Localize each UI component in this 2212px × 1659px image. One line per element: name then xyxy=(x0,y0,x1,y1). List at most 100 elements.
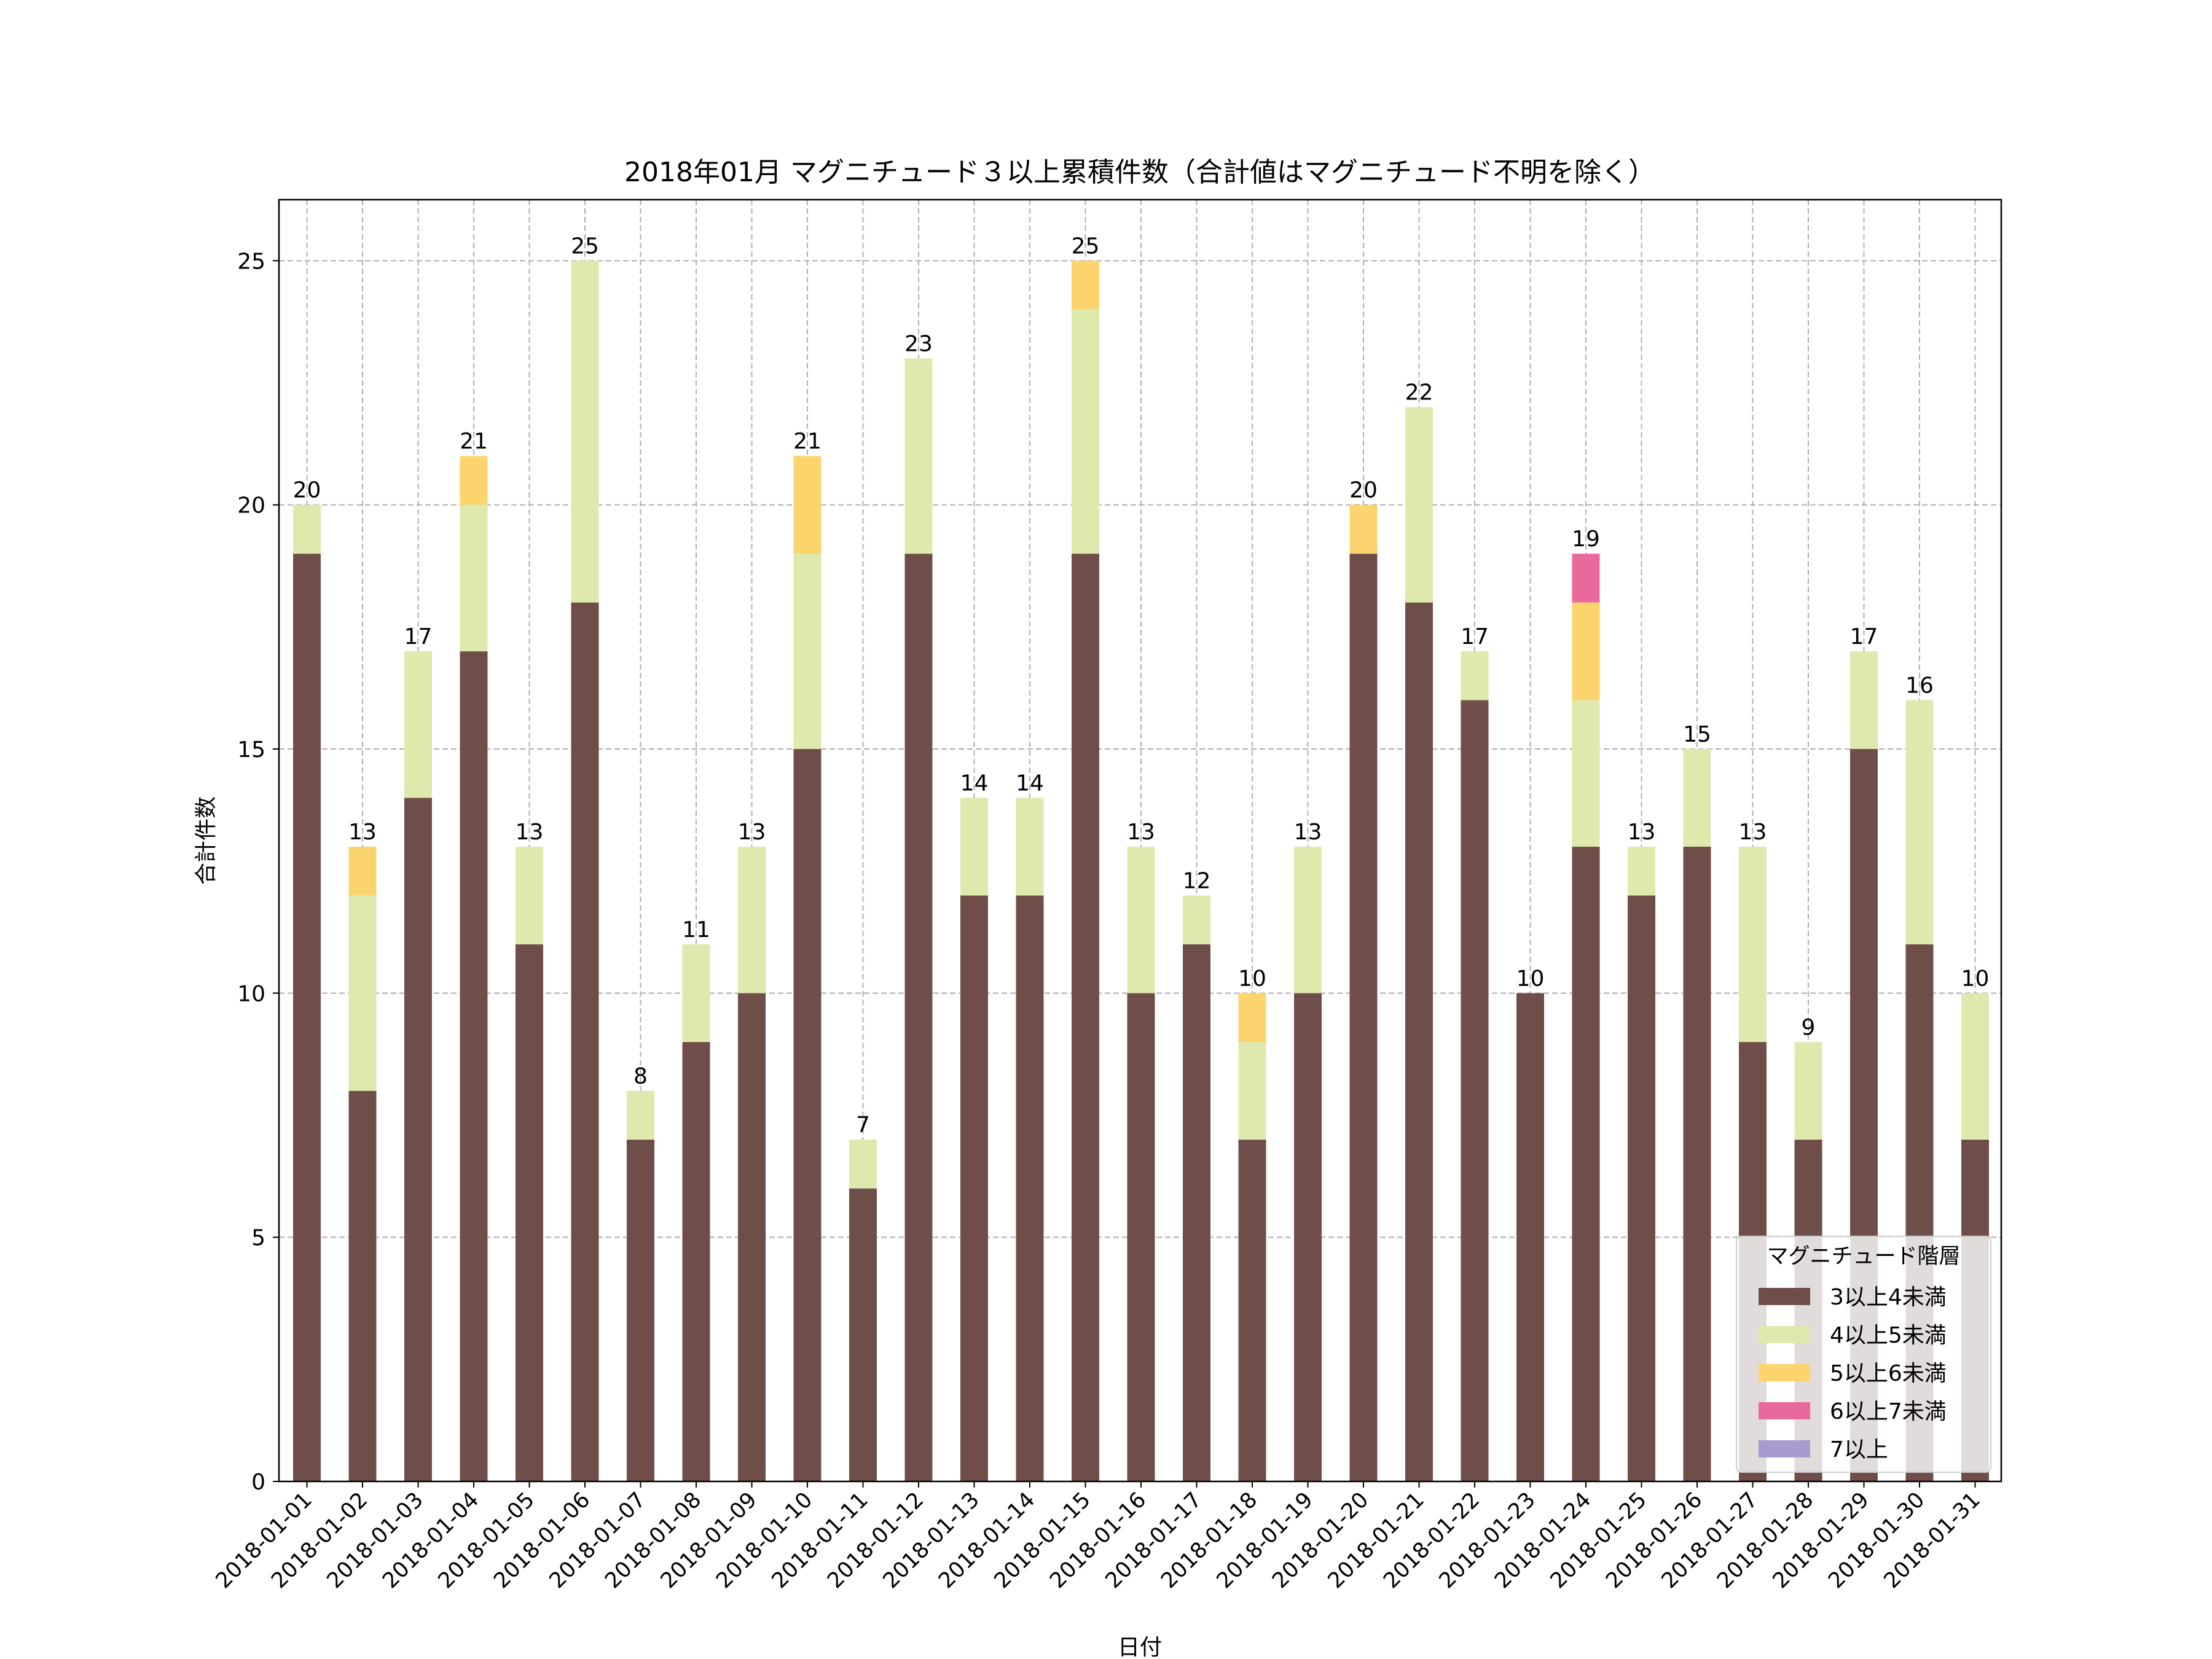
bar-segment xyxy=(1127,993,1155,1481)
bar-segment xyxy=(1405,602,1433,1481)
x-axis-label: 日付 xyxy=(1118,1635,1162,1659)
bar-segment xyxy=(1461,651,1489,700)
bar-segment xyxy=(1794,1041,1822,1140)
x-tick-label: 2018-01-10 xyxy=(712,1488,817,1593)
x-tick-label: 2018-01-01 xyxy=(211,1488,317,1593)
bar-total-label: 9 xyxy=(1802,1015,1816,1040)
bar-segment xyxy=(1294,993,1322,1481)
bar-segment xyxy=(1127,846,1155,994)
y-axis-label: 合計件数 xyxy=(194,796,219,885)
y-tick-label: 20 xyxy=(237,493,265,519)
bar-segment xyxy=(293,554,321,1482)
bar-total-label: 13 xyxy=(348,820,377,845)
x-tick-label: 2018-01-08 xyxy=(600,1488,706,1593)
bar-total-label: 13 xyxy=(738,820,766,845)
x-tick-label: 2018-01-07 xyxy=(545,1488,651,1593)
y-tick-label: 15 xyxy=(237,737,265,763)
legend-label: 3以上4未満 xyxy=(1830,1285,1947,1310)
bar-segment xyxy=(904,554,933,1482)
bar-total-label: 21 xyxy=(460,429,488,454)
bar-segment xyxy=(627,1139,654,1481)
bar-segment xyxy=(738,993,766,1481)
bar-total-label: 13 xyxy=(1628,820,1656,845)
bar-segment xyxy=(516,944,543,1481)
bar-segment xyxy=(1016,798,1044,896)
x-tick-label: 2018-01-09 xyxy=(656,1488,762,1593)
bar-total-label: 17 xyxy=(404,624,433,649)
bar-segment xyxy=(1349,554,1378,1482)
bar-total-label: 25 xyxy=(1072,233,1100,259)
bar-total-label: 14 xyxy=(960,771,989,796)
bar-segment xyxy=(1294,846,1322,994)
x-tick-label: 2018-01-14 xyxy=(934,1488,1040,1593)
x-tick-label: 2018-01-21 xyxy=(1324,1488,1429,1593)
legend: マグニチュード階層 3以上4未満 4以上5未満 5以上6未満 6以上7未満 7以上 xyxy=(1736,1236,1991,1473)
bar-segment xyxy=(1850,651,1878,749)
bar-segment xyxy=(1461,700,1489,1481)
bar-segment xyxy=(1572,700,1600,847)
chart-title: 2018年01月 マグニチュード３以上累積件数（合計値はマグニチュード不明を除く… xyxy=(624,157,1655,188)
y-tick-label: 25 xyxy=(237,249,265,274)
x-tick-label: 2018-01-12 xyxy=(823,1488,928,1593)
bar-total-label: 10 xyxy=(1516,966,1545,991)
bar-total-label: 8 xyxy=(633,1064,648,1089)
x-tick-label: 2018-01-30 xyxy=(1824,1488,1929,1593)
bar-total-label: 17 xyxy=(1850,624,1878,649)
x-tick-label: 2018-01-03 xyxy=(323,1488,428,1593)
bar-segment xyxy=(1628,846,1655,896)
x-tick-label: 2018-01-27 xyxy=(1657,1488,1763,1593)
bar-segment xyxy=(460,651,488,1481)
legend-swatch xyxy=(1759,1364,1810,1381)
bar-segment xyxy=(571,261,599,603)
bar-total-label: 15 xyxy=(1683,722,1711,747)
bar-total-label: 11 xyxy=(682,917,710,943)
x-tick-label: 2018-01-02 xyxy=(267,1488,372,1593)
legend-title: マグニチュード階層 xyxy=(1767,1244,1960,1269)
bar-segment xyxy=(849,1188,877,1481)
bar-segment xyxy=(960,895,988,1481)
bar-total-label: 16 xyxy=(1905,673,1934,699)
legend-swatch xyxy=(1759,1326,1810,1343)
bar-total-label: 17 xyxy=(1461,624,1489,649)
legend-swatch xyxy=(1759,1288,1810,1305)
x-tick-label: 2018-01-18 xyxy=(1156,1488,1262,1593)
bar-segment xyxy=(1683,749,1711,847)
x-tick-label: 2018-01-28 xyxy=(1712,1488,1818,1593)
x-tick-label: 2018-01-31 xyxy=(1880,1488,1985,1593)
bar-total-label: 12 xyxy=(1183,868,1211,893)
bar-segment xyxy=(1238,1139,1266,1481)
bar-segment xyxy=(738,846,766,994)
bar-segment xyxy=(460,504,488,652)
legend-swatch xyxy=(1759,1402,1810,1419)
bar-segment xyxy=(1072,309,1099,554)
x-tick-label: 2018-01-15 xyxy=(990,1488,1096,1593)
x-tick-label: 2018-01-19 xyxy=(1212,1488,1318,1593)
x-tick-label: 2018-01-17 xyxy=(1101,1488,1207,1593)
bar-segment xyxy=(1405,407,1433,603)
bar-segment xyxy=(1905,700,1934,944)
legend-label: 4以上5未満 xyxy=(1830,1323,1947,1348)
bar-segment xyxy=(682,944,710,1042)
x-tick-label: 2018-01-04 xyxy=(378,1488,484,1593)
bar-total-label: 7 xyxy=(856,1113,870,1138)
bar-segment xyxy=(1961,993,1989,1140)
y-axis-ticks: 0 5 10 15 20 25 xyxy=(237,249,279,1495)
bar-segment xyxy=(793,749,822,1481)
bar-total-label: 13 xyxy=(1127,820,1155,845)
bar-segment xyxy=(293,504,321,554)
bar-segment xyxy=(1072,554,1099,1482)
bar-total-label: 13 xyxy=(1294,820,1322,845)
x-tick-label: 2018-01-05 xyxy=(434,1488,539,1593)
bar-segment xyxy=(348,1091,377,1481)
x-tick-label: 2018-01-22 xyxy=(1379,1488,1484,1593)
bar-segment xyxy=(1572,554,1600,603)
legend-swatch xyxy=(1759,1440,1810,1457)
x-tick-label: 2018-01-23 xyxy=(1435,1488,1540,1593)
x-tick-label: 2018-01-24 xyxy=(1490,1488,1596,1593)
bar-segment xyxy=(627,1091,654,1140)
x-tick-label: 2018-01-29 xyxy=(1768,1488,1874,1593)
bar-segment xyxy=(849,1139,877,1189)
bar-total-label: 25 xyxy=(571,233,599,259)
bar-segment xyxy=(1238,1041,1266,1140)
bar-total-label: 13 xyxy=(516,820,544,845)
